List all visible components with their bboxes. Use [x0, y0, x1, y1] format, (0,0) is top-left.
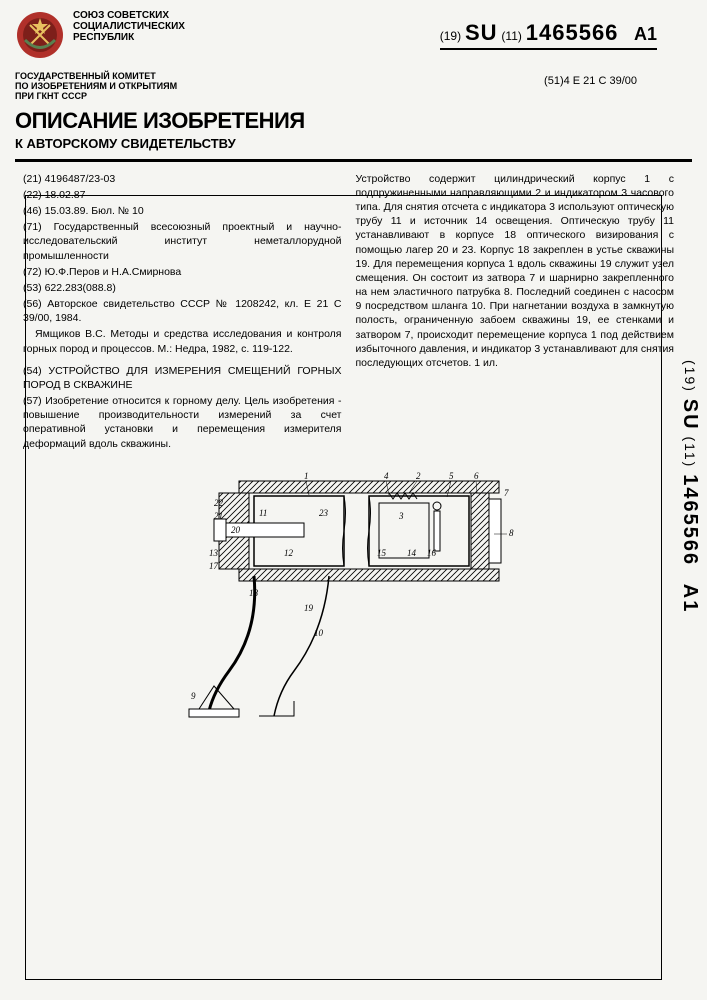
- svg-text:13: 13: [209, 548, 219, 558]
- svg-text:5: 5: [449, 471, 454, 481]
- side-11: (11): [682, 436, 698, 468]
- side-number: 1465566: [679, 474, 701, 566]
- svg-text:14: 14: [407, 548, 417, 558]
- svg-text:7: 7: [504, 488, 509, 498]
- svg-text:10: 10: [314, 628, 324, 638]
- svg-text:18: 18: [249, 588, 259, 598]
- document-number: (19) SU (11) 1465566 A1: [440, 20, 657, 50]
- svg-text:20: 20: [231, 525, 241, 535]
- union-line: СОЮЗ СОВЕТСКИХ: [73, 10, 185, 21]
- field-56b: Ямщиков В.С. Методы и средства исследова…: [23, 327, 342, 355]
- field-57: (57) Изобретение относится к горному дел…: [23, 394, 342, 451]
- field-21: (21) 4196487/23-03: [23, 172, 342, 186]
- svg-text:21: 21: [214, 511, 223, 521]
- right-column: Устройство содержит цилиндрический корпу…: [356, 172, 675, 453]
- state-emblem: [15, 10, 65, 60]
- ipc-classification: (51)4 E 21 C 39/00: [544, 75, 637, 87]
- field-71: (71) Государственный всесоюзный проектны…: [23, 220, 342, 263]
- svg-text:3: 3: [398, 511, 404, 521]
- document-subtitle: К АВТОРСКОМУ СВИДЕТЕЛЬСТВУ: [15, 136, 692, 162]
- field-72: (72) Ю.Ф.Перов и Н.А.Смирнова: [23, 265, 342, 279]
- svg-text:6: 6: [474, 471, 479, 481]
- union-line: РЕСПУБЛИК: [73, 32, 185, 43]
- union-line: СОЦИАЛИСТИЧЕСКИХ: [73, 21, 185, 32]
- field-54: (54) УСТРОЙСТВО ДЛЯ ИЗМЕРЕНИЯ СМЕЩЕНИЙ Г…: [23, 364, 342, 392]
- code-19: (19): [440, 29, 461, 43]
- svg-text:11: 11: [259, 508, 267, 518]
- svg-text:12: 12: [284, 548, 294, 558]
- union-name: СОЮЗ СОВЕТСКИХ СОЦИАЛИСТИЧЕСКИХ РЕСПУБЛИ…: [73, 10, 185, 43]
- code-su: SU: [465, 20, 498, 45]
- side-document-code: (19) SU (11) 1465566 A1: [678, 360, 701, 613]
- field-53: (53) 622.283(088.8): [23, 281, 342, 295]
- code-a1: A1: [634, 24, 657, 44]
- field-46: (46) 15.03.89. Бюл. № 10: [23, 204, 342, 218]
- abstract-body: Устройство содержит цилиндрический корпу…: [356, 172, 675, 370]
- svg-text:8: 8: [509, 528, 514, 538]
- svg-text:1: 1: [304, 471, 309, 481]
- patent-number: 1465566: [526, 20, 619, 45]
- svg-text:17: 17: [209, 561, 219, 571]
- field-22: (22) 18.02.87: [23, 188, 342, 202]
- svg-text:16: 16: [427, 548, 437, 558]
- svg-text:15: 15: [377, 548, 387, 558]
- svg-text:22: 22: [214, 498, 224, 508]
- body-columns: (21) 4196487/23-03 (22) 18.02.87 (46) 15…: [23, 172, 674, 453]
- document-title: ОПИСАНИЕ ИЗОБРЕТЕНИЯ: [15, 108, 692, 134]
- svg-text:4: 4: [384, 471, 389, 481]
- svg-text:23: 23: [319, 508, 329, 518]
- svg-text:19: 19: [304, 603, 314, 613]
- side-a1: A1: [679, 584, 701, 614]
- left-column: (21) 4196487/23-03 (22) 18.02.87 (46) 15…: [23, 172, 342, 453]
- field-56a: (56) Авторское свидетельство СССР № 1208…: [23, 297, 342, 325]
- committee-line: ПРИ ГКНТ СССР: [15, 92, 692, 102]
- side-su: SU: [679, 399, 701, 431]
- code-11: (11): [501, 29, 521, 43]
- svg-text:9: 9: [191, 691, 196, 701]
- svg-text:2: 2: [416, 471, 421, 481]
- side-19: (19): [682, 360, 698, 393]
- technical-diagram: 1 4 2 5 6 7 8 22 21 13 17 11 23 12 15 14…: [23, 461, 674, 736]
